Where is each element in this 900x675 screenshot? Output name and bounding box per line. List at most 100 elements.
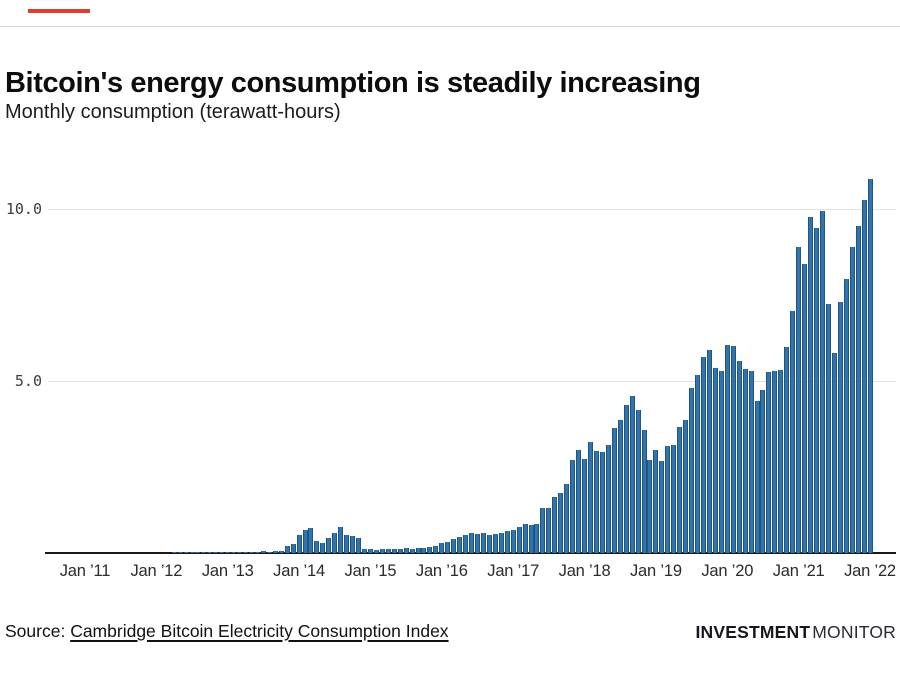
bar	[373, 549, 379, 553]
bar	[254, 551, 260, 553]
bar	[177, 552, 183, 553]
bar	[605, 444, 611, 553]
x-tick-label: Jan ’21	[772, 562, 825, 580]
x-tick-label: Jan ’15	[344, 562, 397, 580]
bar	[766, 372, 772, 553]
bar	[510, 529, 516, 553]
bar	[516, 527, 522, 553]
bar	[813, 228, 819, 553]
bar	[641, 430, 647, 553]
bar	[385, 548, 391, 553]
bar	[730, 346, 736, 553]
bar	[266, 551, 272, 553]
bar	[492, 534, 498, 553]
bar	[802, 264, 808, 553]
bar	[260, 550, 266, 553]
bar	[219, 552, 225, 553]
bar	[724, 344, 730, 553]
x-axis-line	[45, 552, 896, 554]
bar	[742, 368, 748, 553]
x-tick-label: Jan ’14	[273, 562, 325, 580]
bar	[522, 523, 528, 553]
bar	[451, 539, 457, 553]
bar	[784, 346, 790, 553]
bar	[415, 548, 421, 553]
bar	[796, 246, 802, 553]
bar	[469, 533, 475, 553]
bar	[171, 552, 177, 553]
brand-logo: INVESTMENT MONITOR	[695, 622, 896, 643]
bar	[570, 460, 576, 553]
bar	[790, 310, 796, 553]
x-tick-label: Jan ’19	[630, 562, 682, 580]
bar	[855, 225, 861, 553]
bar	[754, 401, 760, 553]
bar	[819, 211, 825, 553]
bar	[528, 525, 534, 553]
source-link[interactable]: Cambridge Bitcoin Electricity Consumptio…	[70, 621, 449, 641]
x-tick-label: Jan ’22	[844, 562, 896, 580]
bar	[843, 279, 849, 553]
gridline-5.0	[48, 381, 896, 382]
bar	[201, 552, 207, 553]
y-tick-label: 5.0	[14, 372, 42, 390]
bar	[778, 369, 784, 553]
bar	[332, 533, 338, 553]
gridline-10.0	[48, 209, 896, 210]
bar	[278, 551, 284, 553]
bar	[296, 534, 302, 553]
bar	[308, 528, 314, 553]
bar	[320, 542, 326, 553]
bar	[249, 551, 255, 553]
bar	[712, 367, 718, 553]
bar	[706, 349, 712, 553]
source-note: Source: Cambridge Bitcoin Electricity Co…	[5, 621, 449, 642]
bar	[748, 371, 754, 553]
bar	[760, 389, 766, 553]
bar	[243, 551, 249, 553]
bar	[635, 409, 641, 553]
bar	[189, 552, 195, 553]
bar	[362, 548, 367, 553]
bar	[540, 507, 546, 553]
bar	[623, 405, 629, 553]
x-tick-label: Jan ’18	[558, 562, 611, 580]
bar	[665, 446, 671, 553]
bar	[439, 543, 445, 553]
brand-accent-dash	[28, 9, 90, 13]
bar	[647, 460, 653, 553]
bar	[356, 538, 362, 553]
bar	[534, 524, 540, 553]
bar	[207, 552, 213, 553]
bar	[350, 536, 356, 553]
bar	[195, 552, 201, 553]
bar	[718, 371, 724, 553]
bar	[576, 450, 582, 553]
bar	[653, 450, 659, 553]
bar	[677, 427, 683, 553]
bar	[659, 460, 665, 553]
bar	[617, 420, 623, 553]
bar	[599, 451, 605, 553]
bar	[564, 483, 570, 553]
y-tick-label: 10.0	[5, 200, 42, 218]
bar	[272, 551, 278, 553]
bar	[379, 549, 385, 553]
bar	[457, 537, 463, 553]
bar	[486, 535, 492, 553]
bar	[403, 548, 409, 553]
bar	[504, 531, 510, 553]
header-divider	[0, 26, 900, 27]
bar	[629, 396, 635, 553]
x-tick-label: Jan ’13	[201, 562, 254, 580]
bar	[611, 428, 617, 553]
bar	[587, 441, 593, 553]
bar	[445, 541, 451, 553]
bar	[225, 552, 231, 553]
source-prefix: Source:	[5, 621, 71, 641]
x-tick-label: Jan ’20	[701, 562, 754, 580]
bar	[695, 375, 701, 553]
bar	[689, 387, 695, 553]
